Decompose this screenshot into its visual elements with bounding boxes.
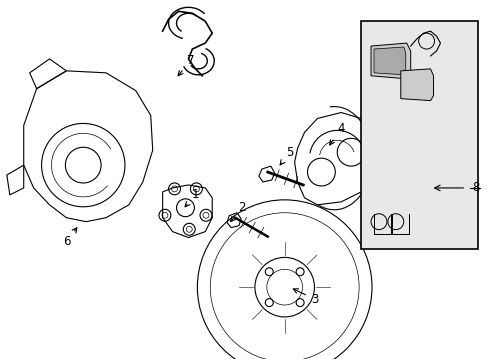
Text: 3: 3 <box>293 289 318 306</box>
Polygon shape <box>370 43 410 79</box>
Text: 7: 7 <box>178 54 194 76</box>
Text: 5: 5 <box>280 146 293 165</box>
Polygon shape <box>400 69 433 100</box>
Text: 4: 4 <box>329 122 345 145</box>
Text: 6: 6 <box>62 228 77 248</box>
Polygon shape <box>373 47 405 75</box>
Text: 8: 8 <box>471 181 479 194</box>
Text: 2: 2 <box>230 201 245 221</box>
Text: 1: 1 <box>185 188 199 207</box>
Bar <box>360 21 477 249</box>
